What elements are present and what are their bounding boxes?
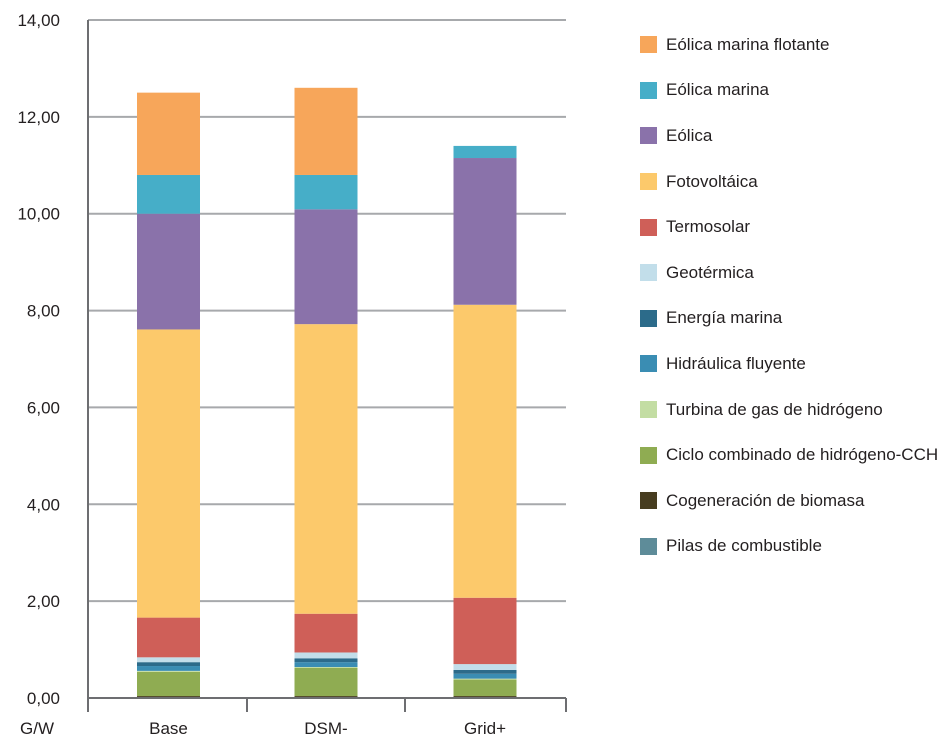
legend-label: Energía marina <box>666 308 783 328</box>
legend-label: Ciclo combinado de hidrógeno-CCH <box>666 445 939 465</box>
bar-segment <box>137 617 200 658</box>
bar-segment <box>294 667 358 697</box>
bar-segment <box>294 662 358 668</box>
legend-label: Hidráulica fluyente <box>666 353 806 373</box>
legend-item: Fotovoltáica <box>640 159 940 205</box>
legend-item: Eólica marina flotante <box>640 22 940 68</box>
legend-item: Eólica marina <box>640 68 940 114</box>
legend-swatch <box>640 401 657 419</box>
x-tick-label: Grid+ <box>464 719 506 738</box>
legend-label: Geotérmica <box>666 262 754 282</box>
bar-segment <box>137 696 200 698</box>
legend-label: Turbina de gas de hidrógeno <box>666 399 883 419</box>
y-tick-label: 14,00 <box>17 11 60 30</box>
y-tick-label: 2,00 <box>27 592 60 611</box>
x-tick-label: Base <box>149 719 188 738</box>
bar-segment <box>453 673 517 679</box>
legend-label: Termosolar <box>666 217 751 237</box>
legend-swatch <box>640 127 657 145</box>
legend-swatch <box>640 446 657 464</box>
legend-swatch <box>640 36 657 54</box>
legend-item: Hidráulica fluyente <box>640 341 940 387</box>
y-tick-label: 4,00 <box>27 495 60 514</box>
legend-label: Eólica marina <box>666 80 769 100</box>
bar-segment <box>137 213 200 330</box>
bar-segment <box>294 174 358 210</box>
bar-segment <box>137 92 200 175</box>
bar-segment <box>137 671 200 697</box>
bar-segment <box>294 658 358 663</box>
legend-swatch <box>640 173 657 191</box>
bar-segment <box>294 209 358 325</box>
bar-segment <box>453 669 517 674</box>
legend-swatch <box>640 81 657 99</box>
bar-segment <box>294 324 358 614</box>
legend-label: Fotovoltáica <box>666 171 758 191</box>
bar-segment <box>294 696 358 698</box>
legend-label: Eólica <box>666 125 713 145</box>
bar-segment <box>294 87 358 175</box>
legend-item: Pilas de combustible <box>640 524 940 570</box>
bar-segment <box>137 670 200 672</box>
legend-item: Geotérmica <box>640 250 940 296</box>
legend-swatch <box>640 537 657 555</box>
bar-segment <box>453 145 517 159</box>
legend-swatch <box>640 309 657 327</box>
legend-item: Energía marina <box>640 296 940 342</box>
y-tick-label: 0,00 <box>27 689 60 708</box>
bar-segment <box>137 657 200 663</box>
bar-segment <box>137 329 200 618</box>
bar-segment <box>137 666 200 671</box>
legend-item: Turbina de gas de hidrógeno <box>640 387 940 433</box>
legend-swatch <box>640 355 657 373</box>
bar-segment <box>294 613 358 653</box>
bar-segment <box>453 597 517 665</box>
legend-item: Cogeneración de biomasa <box>640 478 940 524</box>
legend-label: Pilas de combustible <box>666 536 822 556</box>
bar-segment <box>453 158 517 305</box>
bar-segment <box>294 652 358 659</box>
legend-swatch <box>640 218 657 236</box>
unit-label: G/W <box>20 719 54 738</box>
legend-item: Eólica <box>640 113 940 159</box>
legend-item: Ciclo combinado de hidrógeno-CCH <box>640 432 940 478</box>
y-tick-label: 12,00 <box>17 108 60 127</box>
bar-segment <box>137 662 200 667</box>
y-tick-label: 10,00 <box>17 205 60 224</box>
legend-label: Eólica marina flotante <box>666 34 830 54</box>
legend-label: Cogeneración de biomasa <box>666 490 865 510</box>
y-tick-label: 6,00 <box>27 398 60 417</box>
legend-swatch <box>640 264 657 282</box>
y-tick-label: 8,00 <box>27 302 60 321</box>
legend-item: Termosolar <box>640 204 940 250</box>
bar-segment <box>137 174 200 214</box>
bar-segment <box>294 667 358 668</box>
bar-segment <box>453 696 517 698</box>
legend-swatch <box>640 492 657 510</box>
bar-segment <box>453 664 517 670</box>
bar-segment <box>453 304 517 598</box>
x-tick-label: DSM- <box>304 719 347 738</box>
bar-segment <box>453 678 517 680</box>
bar-segment <box>453 679 517 697</box>
chart-legend: Eólica marina flotante Eólica marina Eólic… <box>640 22 940 569</box>
